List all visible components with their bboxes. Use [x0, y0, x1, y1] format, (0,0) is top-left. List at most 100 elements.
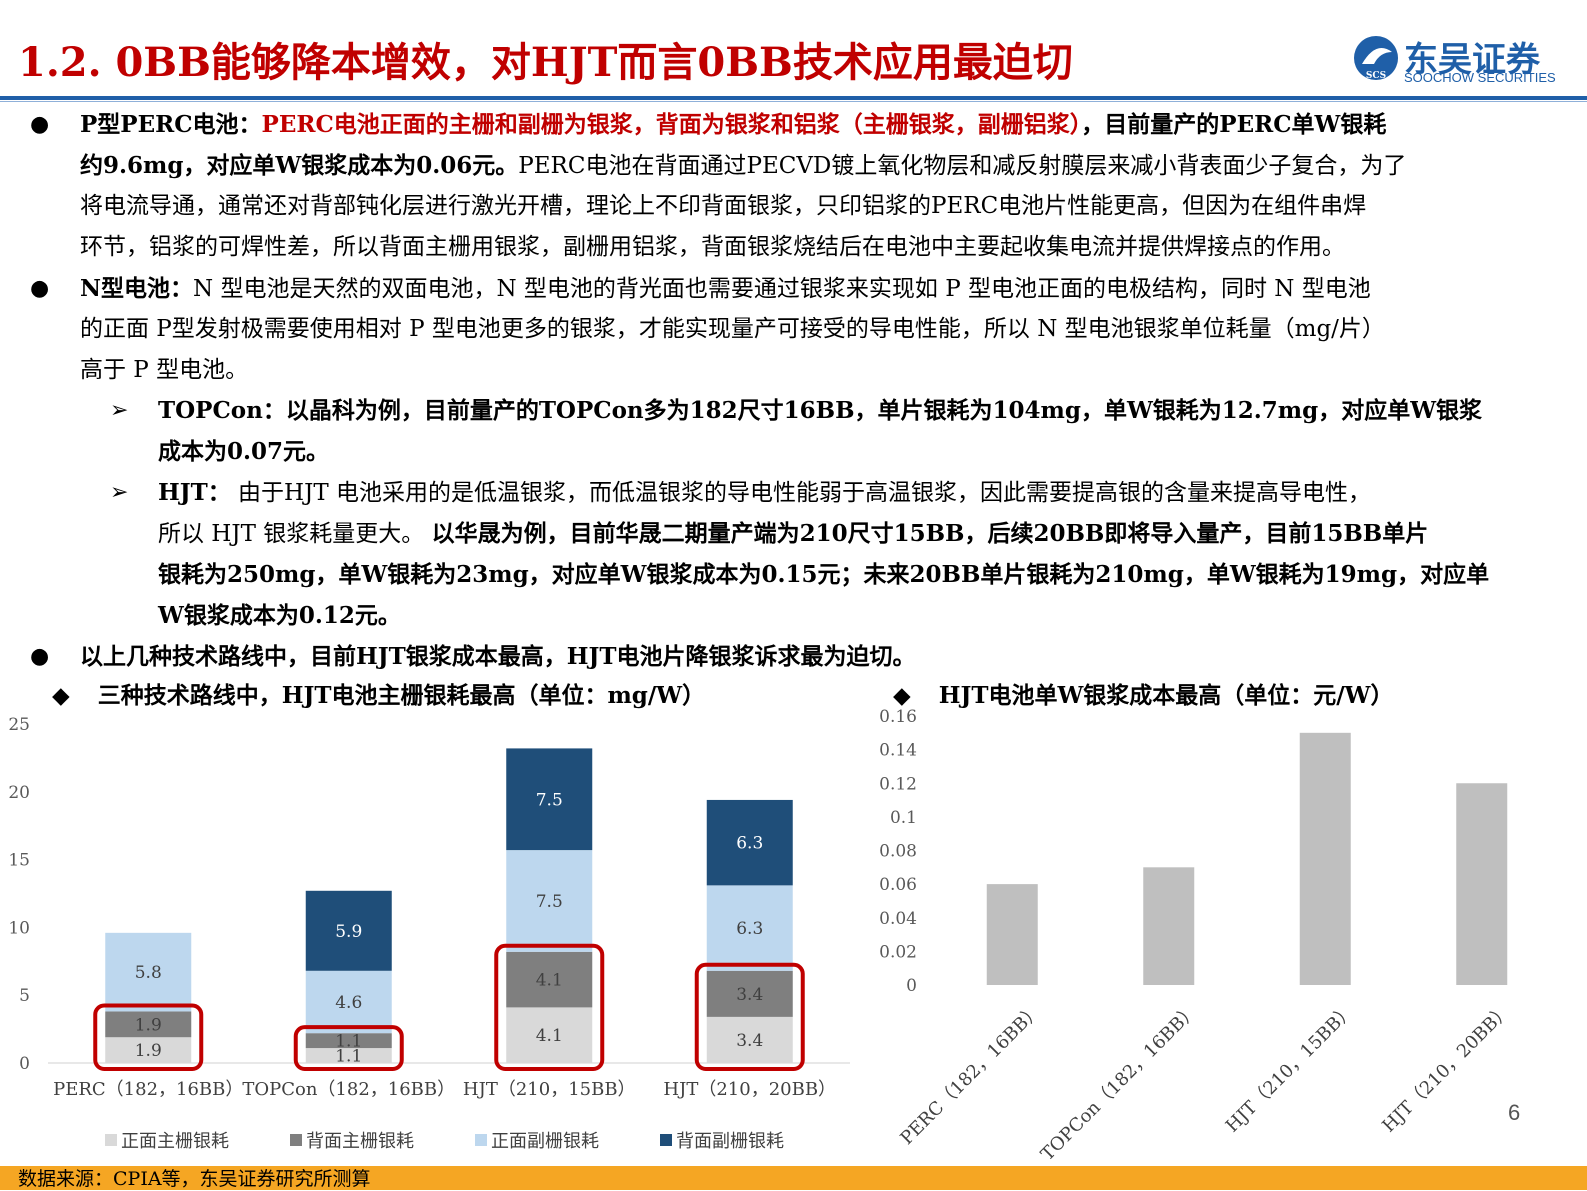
diamond-icon: ◆: [893, 682, 911, 709]
stacked-bar-chart: 0 5 10 15 20 25 1.9 1.9 5.8 PERC（182，16BB） 1.11.1 4…: [8, 715, 850, 1152]
legend-label: 正面副栅银耗: [491, 1131, 599, 1152]
bar: [1299, 732, 1351, 985]
legend-swatch: [660, 1134, 672, 1146]
y-tick-label: 10: [8, 918, 30, 938]
p2-line3: 高于 P 型电池。: [80, 357, 249, 383]
data-label: 4.1: [536, 1026, 563, 1046]
p1-line3: 将电流导通，通常还对背部钝化层进行激光开槽，理论上不印背面银浆，只印铝浆的PER…: [80, 193, 1367, 219]
header-rule: [0, 96, 1587, 100]
bar-segment: [506, 748, 593, 851]
logo-mark-icon: SCS: [1354, 36, 1398, 81]
bar-segment: [506, 951, 593, 1008]
p1-text-a: PERC电池在背面通过PECVD镀上氧化物层和减反射膜层来减小背表面少子复合，为…: [518, 153, 1407, 179]
bar-segment: [105, 1037, 192, 1063]
s2-text: 由于HJT 电池采用的是低温银浆，而低温银浆的导电性能弱于高温银浆，因此需要提高…: [230, 480, 1371, 506]
y-tick-label: 15: [8, 851, 30, 871]
chart-right-title-text: HJT电池单W银浆成本最高（单位：元/W）: [938, 682, 1394, 709]
p3-line: 以上几种技术路线中，目前HJT银浆成本最高，HJT电池片降银浆诉求最为迫切。: [80, 643, 916, 670]
legend-label: 正面主栅银耗: [121, 1131, 229, 1152]
logo-mark-text: SCS: [1366, 71, 1386, 81]
s2-line1: HJT： 由于HJT 电池采用的是低温银浆，而低温银浆的导电性能弱于高温银浆，因…: [158, 472, 1371, 514]
highlight-box: [494, 943, 605, 1071]
legend-swatch: [475, 1134, 487, 1146]
header-rule-thin: [0, 101, 1587, 102]
bullet-icon: ●: [30, 112, 50, 137]
s2-line2b: 以华晟为例，目前华晟二期量产端为210尺寸15BB，后续20BB即将导入量产，目…: [431, 520, 1429, 547]
p1-bold-a: ，目前量产的PERC单W银耗: [1081, 111, 1387, 138]
diamond-icon: ◆: [52, 682, 70, 709]
data-label: 3.4: [736, 985, 763, 1005]
x-tick-label: HJT（210，15BB）: [1222, 1000, 1359, 1137]
data-label: 5.9: [335, 922, 362, 942]
company-logo: SCS 东吴证券 SOOCHOW SECURITIES: [1352, 32, 1572, 92]
x-tick-label: HJT（210，20BB）: [663, 1079, 836, 1100]
data-label: 6.3: [736, 834, 763, 854]
arrow-bullet-icon: ➢: [110, 480, 129, 505]
data-label: 5.8: [135, 963, 162, 983]
legend-label: 背面主栅银耗: [306, 1131, 414, 1152]
data-label: 4.6: [335, 993, 362, 1013]
logo-cn-text: 东吴证券: [1404, 40, 1540, 80]
bar-segment: [305, 1048, 392, 1063]
data-label: 7.5: [536, 892, 563, 912]
data-label: 1.9: [135, 1041, 162, 1061]
bullet-icon: ●: [30, 276, 50, 301]
s2-lead: HJT：: [158, 479, 231, 506]
logo-en-text: SOOCHOW SECURITIES: [1404, 70, 1556, 85]
bar-segment: [706, 1016, 793, 1063]
bar: [1143, 867, 1195, 985]
s1-line2: 成本为0.07元。: [158, 438, 330, 465]
highlight-box: [93, 1003, 204, 1071]
y-tick-label: 0.08: [879, 842, 917, 862]
bar-segment: [305, 1033, 392, 1049]
page-number: 6: [1508, 1100, 1521, 1125]
highlight-box: [694, 962, 805, 1071]
p1-line1: P型PERC电池：PERC电池正面的主栅和副栅为银浆，背面为银浆和铝浆（主栅银浆…: [80, 104, 1386, 146]
x-tick-label: HJT（210，15BB）: [463, 1079, 636, 1100]
s2-line2: 所以 HJT 银浆耗量更大。 以华晟为例，目前华晟二期量产端为210尺寸15BB…: [158, 513, 1428, 555]
p2-lead: N型电池：: [80, 275, 194, 302]
legend-label: 背面副栅银耗: [676, 1131, 784, 1152]
data-label: 7.5: [536, 790, 563, 810]
s2-line3: 银耗为250mg，单W银耗为23mg，对应单W银浆成本为0.15元；未来20BB…: [158, 561, 1490, 588]
arrow-bullet-icon: ➢: [110, 398, 129, 423]
bullet-icon: ●: [30, 644, 50, 669]
y-tick-label: 20: [8, 783, 30, 803]
chart-right-title: ◆ HJT电池单W银浆成本最高（单位：元/W）: [893, 676, 1394, 710]
y-tick-label: 0.16: [879, 707, 917, 727]
bar-segment: [706, 799, 793, 886]
p1-lead: P型PERC电池：: [80, 111, 262, 138]
bar-segment: [305, 890, 392, 971]
page-title: 1.2. 0BB能够降本增效，对HJT而言0BB技术应用最迫切: [18, 39, 1073, 86]
x-tick-label: PERC（182，16BB）: [53, 1079, 243, 1100]
p1-line4: 环节，铝浆的可焊性差，所以背面主栅用银浆，副栅用铝浆，背面银浆烧结后在电池中主要…: [80, 234, 1345, 260]
footer-bar: [0, 1166, 1587, 1190]
bar-segment: [506, 1007, 593, 1063]
bar-segment: [105, 932, 192, 1012]
y-tick-label: 25: [8, 715, 30, 735]
cost-bar-chart: 0 0.02 0.04 0.06 0.08 0.1 0.12 0.14 0.16 PERC（182…: [879, 707, 1515, 1162]
p2-line1: N型电池：N 型电池是天然的双面电池，N 型电池的背光面也需要通过银浆来实现如 …: [80, 268, 1371, 310]
chart-left-title-text: 三种技术路线中，HJT电池主栅银耗最高（单位：mg/W）: [97, 682, 706, 709]
bar-segment: [706, 885, 793, 971]
bar: [986, 884, 1038, 985]
y-tick-label: 0.1: [890, 808, 917, 828]
bar-segment: [506, 850, 593, 952]
s1-line1: TOPCon：以晶科为例，目前量产的TOPCon多为182尺寸16BB，单片银耗…: [158, 397, 1483, 424]
bar-segment: [105, 1011, 192, 1038]
legend-swatch: [290, 1134, 302, 1146]
y-tick-label: 0.04: [879, 909, 917, 929]
footer-source: 数据来源：CPIA等，东吴证券研究所测算: [18, 1168, 371, 1190]
data-label: 6.3: [736, 919, 763, 939]
bar: [1456, 783, 1508, 985]
x-tick-label: TOPCon（182，16BB）: [242, 1079, 455, 1100]
x-tick-label: HJT（210，20BB）: [1378, 1000, 1515, 1137]
chart-left-title: ◆ 三种技术路线中，HJT电池主栅银耗最高（单位：mg/W）: [52, 676, 705, 710]
data-label: 1.9: [135, 1015, 162, 1035]
p2-line2: 的正面 P型发射极需要使用相对 P 型电池更多的银浆，才能实现量产可接受的导电性…: [80, 316, 1385, 342]
p1-line2: 约9.6mg，对应单W银浆成本为0.06元。PERC电池在背面通过PECVD镀上…: [80, 145, 1406, 187]
y-tick-label: 0.02: [879, 942, 917, 962]
data-label: 4.1: [536, 971, 563, 991]
y-tick-label: 0: [906, 976, 917, 996]
bar-segment: [305, 970, 392, 1034]
